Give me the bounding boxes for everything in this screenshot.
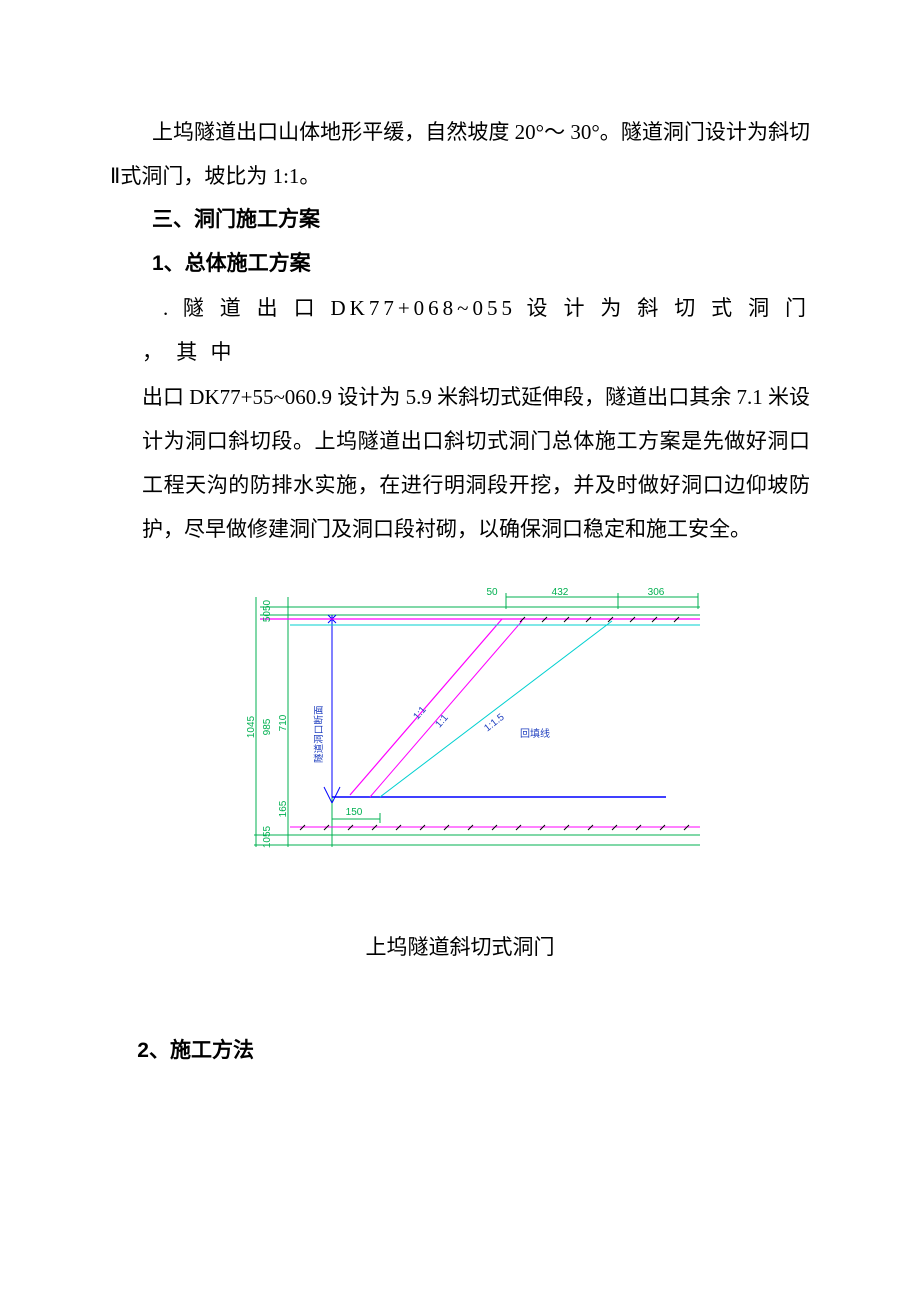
- scheme-line-a: . 隧 道 出 口 DK77+068~055 设 计 为 斜 切 式 洞 门 ，…: [142, 286, 810, 374]
- svg-text:隧道洞口断面: 隧道洞口断面: [313, 705, 325, 763]
- svg-text:985: 985: [262, 718, 273, 735]
- figure-wrap: 504323065050104598571016510551501:11:11:…: [110, 587, 810, 969]
- scheme-block: . 隧 道 出 口 DK77+068~055 设 计 为 斜 切 式 洞 门 ，…: [110, 286, 810, 551]
- svg-text:5050: 5050: [262, 599, 273, 622]
- svg-text:1045: 1045: [246, 715, 257, 738]
- svg-text:165: 165: [278, 800, 289, 817]
- svg-text:150: 150: [346, 807, 363, 818]
- svg-text:1055: 1055: [262, 825, 273, 848]
- intro-paragraph: 上坞隧道出口山体地形平缓，自然坡度 20°～ 30°。隧道洞门设计为斜切Ⅱ式洞门…: [110, 110, 810, 198]
- heading-section-3-2: 2、施工方法: [110, 1029, 810, 1073]
- heading-section-3-1: 1、总体施工方案: [110, 242, 810, 286]
- svg-text:50: 50: [486, 587, 498, 598]
- figure-caption: 上坞隧道斜切式洞门: [366, 925, 555, 969]
- heading-section-3: 三、洞门施工方案: [110, 198, 810, 242]
- svg-text:1:1.5: 1:1.5: [482, 712, 507, 735]
- svg-text:1:1: 1:1: [433, 712, 451, 730]
- document-page: 上坞隧道出口山体地形平缓，自然坡度 20°～ 30°。隧道洞门设计为斜切Ⅱ式洞门…: [0, 0, 920, 1302]
- svg-text:710: 710: [278, 714, 289, 731]
- svg-text:306: 306: [648, 587, 665, 598]
- scheme-line-b: 出口 DK77+55~060.9 设计为 5.9 米斜切式延伸段，隧道出口其余 …: [142, 375, 810, 551]
- svg-text:回填线: 回填线: [520, 727, 550, 740]
- svg-text:432: 432: [552, 587, 569, 598]
- portal-diagram: 504323065050104598571016510551501:11:11:…: [220, 587, 700, 867]
